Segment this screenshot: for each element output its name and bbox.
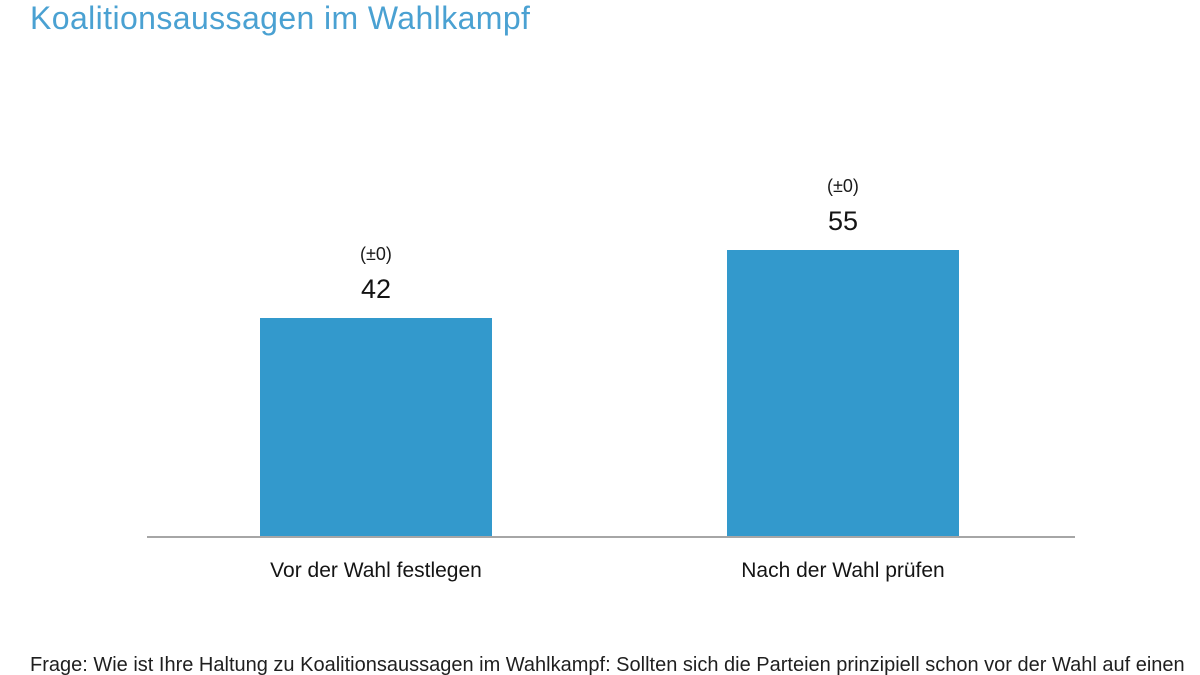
change-label: (±0) — [360, 244, 392, 264]
x-axis-line — [147, 536, 1075, 538]
value-label: 42 — [360, 274, 392, 304]
bar-vor-der-wahl — [260, 318, 492, 537]
category-label-vor-der-wahl: Vor der Wahl festlegen — [270, 559, 482, 582]
category-label-nach-der-wahl: Nach der Wahl prüfen — [741, 559, 945, 582]
bar-group-nach-der-wahl: (±0) 55 — [727, 175, 959, 537]
bar-nach-der-wahl — [727, 250, 959, 537]
bar-group-vor-der-wahl: (±0) 42 — [260, 243, 492, 537]
value-label: 55 — [827, 206, 859, 236]
change-label: (±0) — [827, 176, 859, 196]
footnote-question: Frage: Wie ist Ihre Haltung zu Koalition… — [30, 654, 1185, 675]
chart-title: Koalitionsaussagen im Wahlkampf — [30, 0, 531, 36]
